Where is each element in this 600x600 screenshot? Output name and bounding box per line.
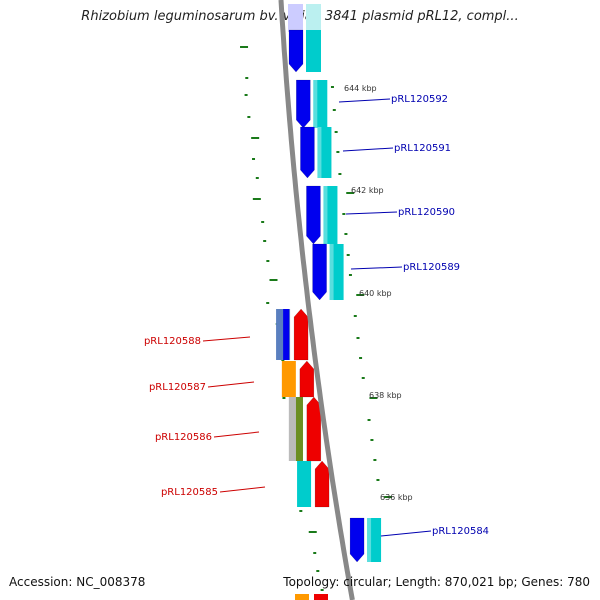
gene-leader-line (345, 211, 398, 215)
gene-label-forward: pRL120591 (394, 143, 451, 154)
reverse-cds-arrow (299, 360, 315, 398)
scale-label: 636 kbp (380, 493, 413, 502)
gene-label-reverse: pRL120586 (155, 432, 212, 443)
reverse-cds-arrow (306, 396, 322, 462)
forward-feature-segment (306, 4, 321, 32)
gene-label-forward: pRL120584 (432, 526, 489, 537)
color-coded-segment (283, 309, 290, 360)
label-leaders (202, 98, 432, 537)
gene-leader-line (350, 266, 403, 270)
feature-highlight (367, 518, 372, 562)
gene-label-forward: pRL120592 (391, 94, 448, 105)
gene-label-forward: pRL120589 (403, 262, 460, 273)
gene-leader-line (338, 98, 391, 103)
reverse-cds-arrow (293, 308, 309, 361)
reverse-cds-arrow (314, 460, 330, 508)
gene-leader-line (380, 530, 432, 537)
gene-label-reverse: pRL120585 (161, 487, 218, 498)
feature-highlight (317, 127, 322, 178)
feature-highlight (313, 80, 318, 128)
color-coded-segment (295, 594, 309, 600)
reverse-cds-segment (314, 594, 328, 600)
genome-summary: Topology: circular; Length: 870,021 bp; … (283, 575, 590, 589)
gene-leader-line (202, 336, 251, 342)
forward-feature-segment (367, 518, 382, 562)
gene-leader-line (219, 486, 266, 493)
feature-highlight (329, 244, 334, 300)
gene-label-forward: pRL120590 (398, 207, 455, 218)
gene-label-reverse: pRL120587 (149, 382, 206, 393)
forward-feature-segment (329, 244, 344, 300)
color-coded-segment (281, 361, 296, 397)
forward-cds-arrow (306, 185, 321, 245)
forward-cds-segment (288, 4, 303, 32)
forward-feature-segment (306, 30, 321, 72)
gene-leader-line (213, 431, 260, 438)
scale-label: 638 kbp (369, 391, 402, 400)
forward-feature-segment (313, 80, 328, 128)
accession-text: Accession: NC_008378 (9, 575, 146, 589)
gene-leader-line (342, 147, 394, 152)
forward-cds-arrow (288, 29, 304, 73)
color-coded-segment (297, 461, 312, 507)
forward-feature-segment (317, 127, 332, 178)
gene-leader-line (207, 381, 255, 388)
label-texts: 644 kbp 642 kbp 640 kbp 638 kbp 636 kbp pRL12… (144, 84, 489, 537)
scale-label: 644 kbp (344, 84, 377, 93)
gene-label-reverse: pRL120588 (144, 336, 201, 347)
forward-cds-arrow (312, 243, 327, 301)
color-coded-segment (295, 397, 303, 461)
plasmid-backbone (278, 0, 355, 600)
feature-tracks (276, 4, 382, 600)
forward-feature-segment (323, 186, 338, 244)
forward-cds-arrow (300, 126, 315, 179)
feature-highlight (323, 186, 328, 244)
forward-cds-arrow (349, 517, 365, 563)
scale-label: 642 kbp (351, 186, 384, 195)
scale-label: 640 kbp (359, 289, 392, 298)
forward-cds-arrow (296, 79, 311, 129)
scale-ticks (240, 46, 393, 591)
